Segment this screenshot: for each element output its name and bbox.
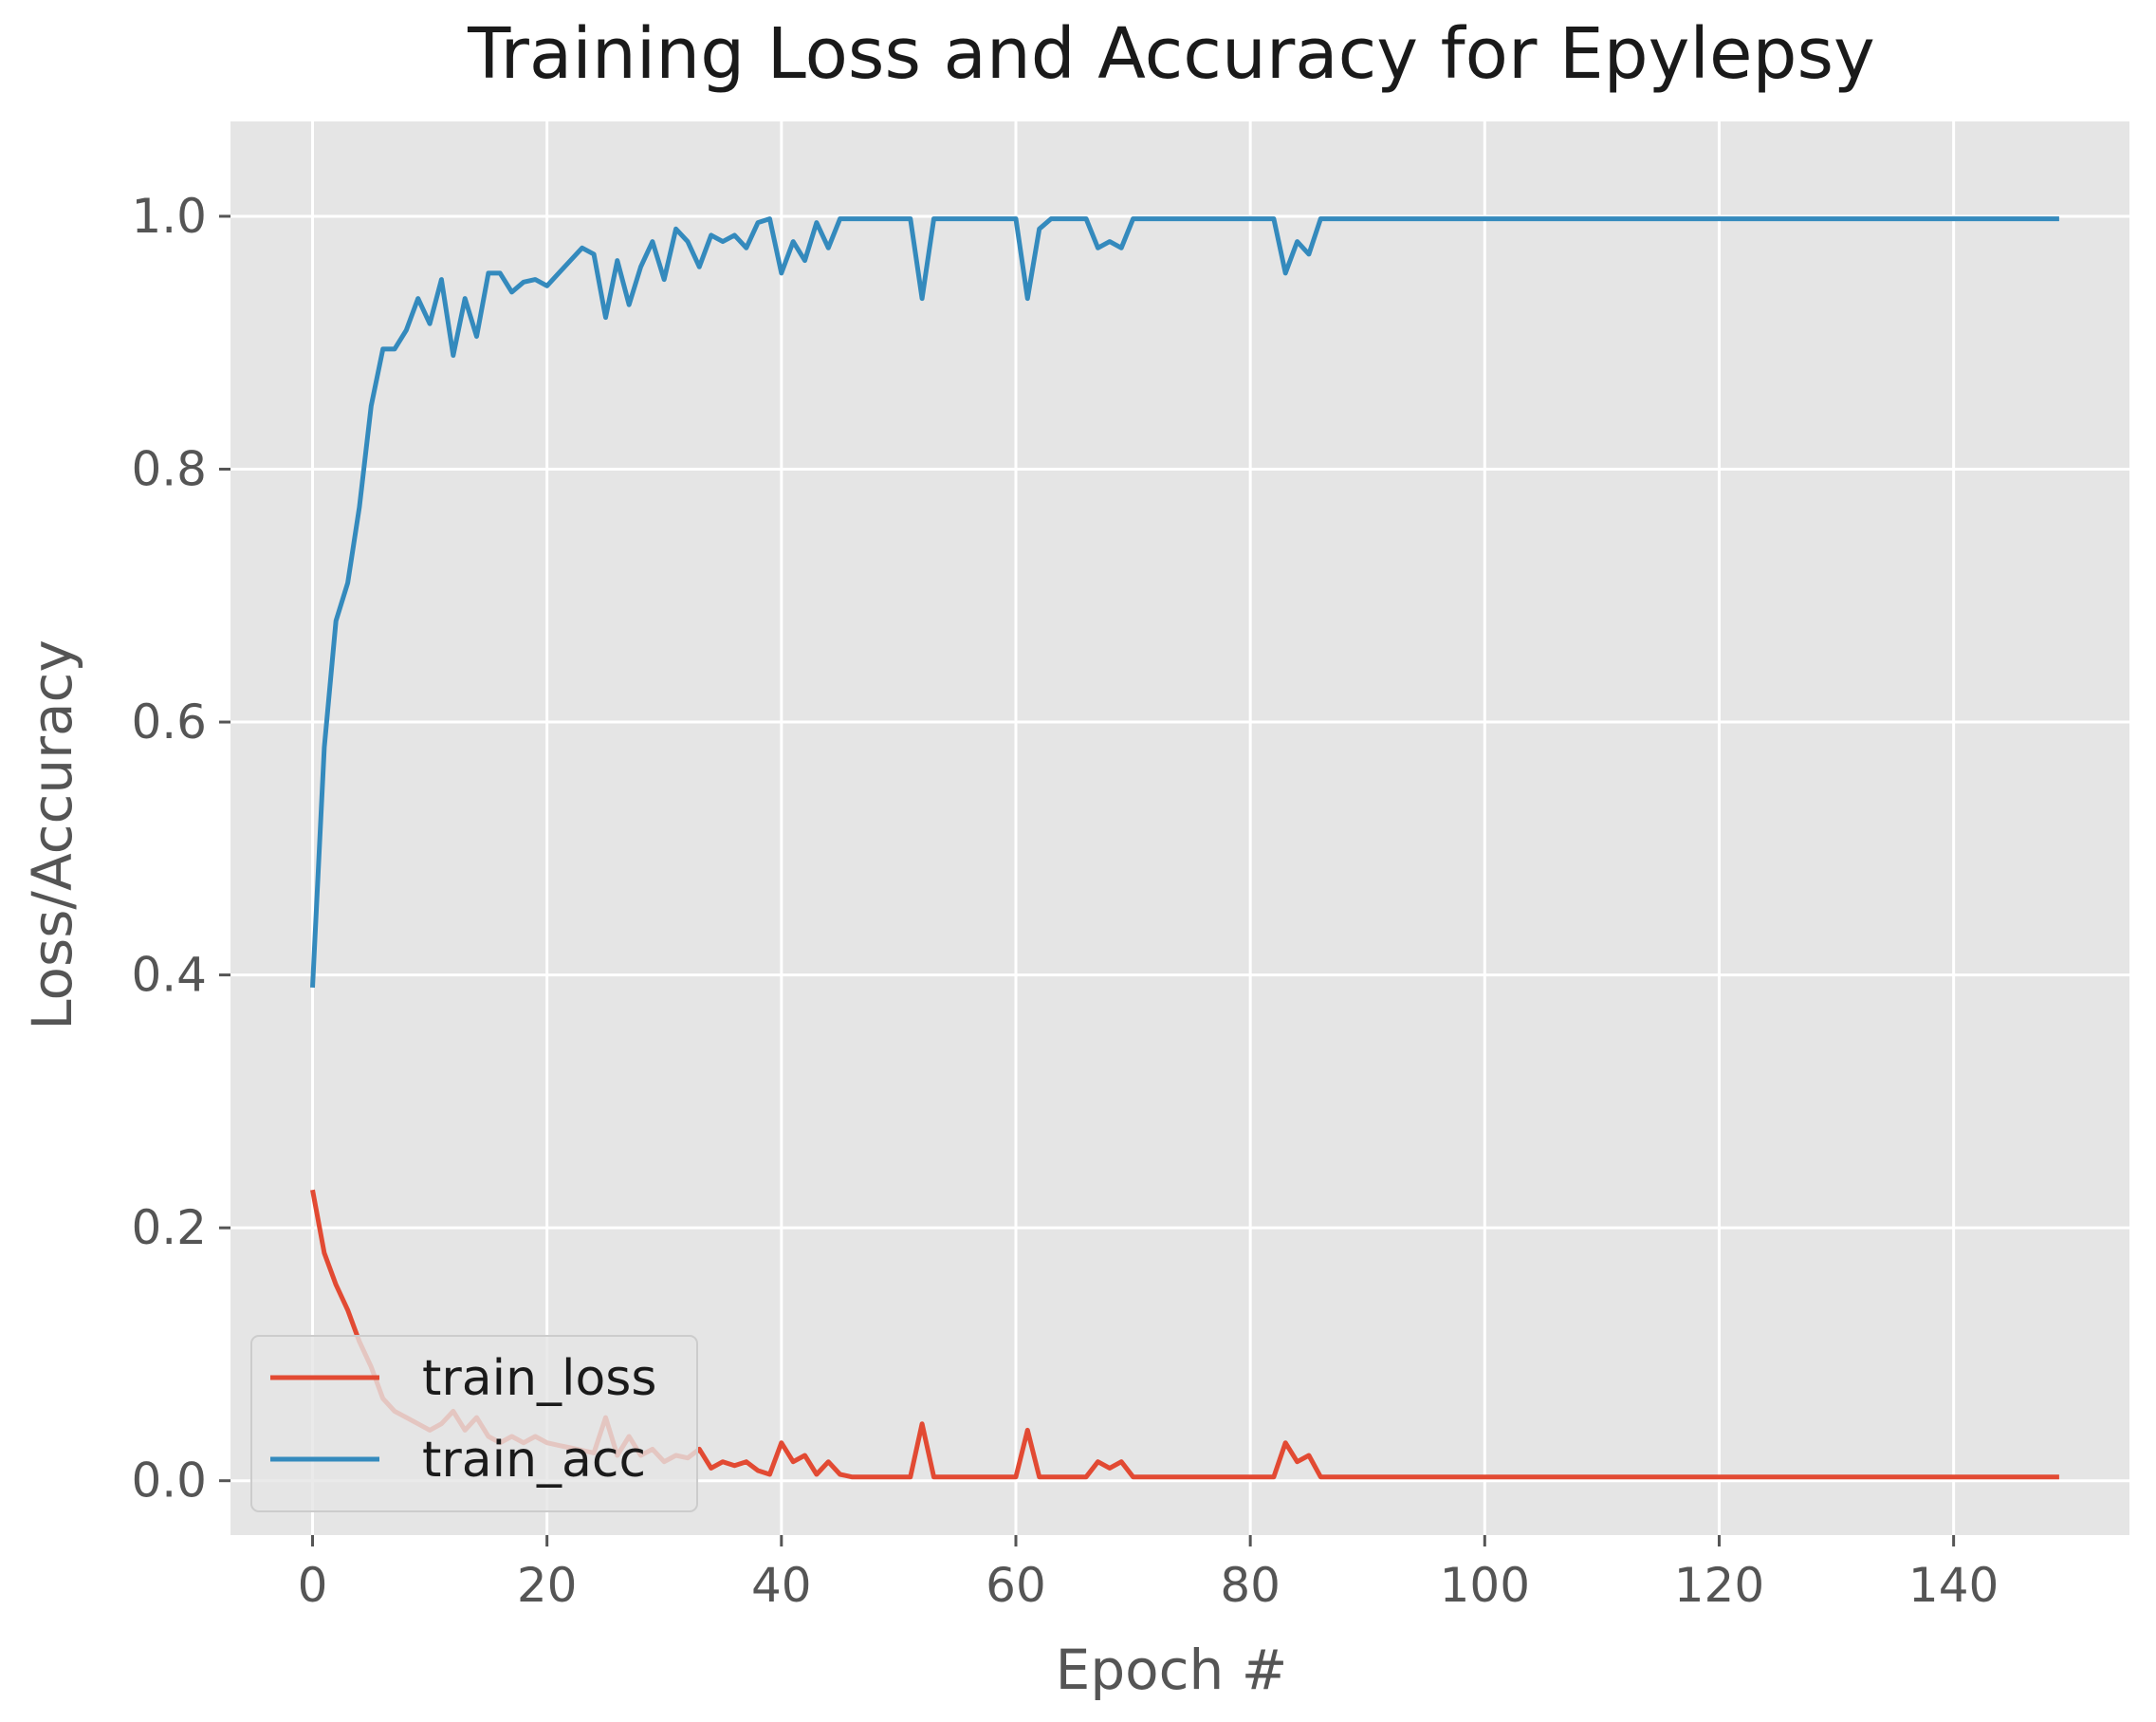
x-tick-label: 120: [1674, 1558, 1764, 1613]
x-tick-label: 60: [986, 1558, 1046, 1613]
x-tick-label: 0: [298, 1558, 328, 1613]
x-tick-label: 20: [517, 1558, 578, 1613]
x-tick-label: 40: [751, 1558, 812, 1613]
y-tick-label: 0.6: [131, 694, 207, 750]
axis-ticks: 0 20 40 60 80 100 120 140 0.0 0.2 0.4 0.6 0.8 1.0: [131, 189, 1999, 1613]
legend-label-train-loss: train_loss: [422, 1350, 656, 1407]
x-tick-label: 80: [1220, 1558, 1281, 1613]
x-tick-label: 100: [1440, 1558, 1530, 1613]
y-tick-label: 0.0: [131, 1454, 207, 1509]
y-tick-label: 0.4: [131, 948, 207, 1003]
legend: train_loss train_acc: [250, 1335, 698, 1512]
y-tick-label: 0.2: [131, 1200, 207, 1255]
series-line-train-acc: [310, 216, 2059, 989]
y-tick-label: 0.8: [131, 442, 207, 497]
x-axis-label: Epoch #: [1056, 1638, 1288, 1702]
plot-area: [230, 121, 2129, 1535]
y-tick-label: 1.0: [131, 189, 207, 244]
y-axis-label: Loss/Accuracy: [20, 639, 84, 1030]
legend-label-train-acc: train_acc: [422, 1432, 646, 1489]
chart-title: Training Loss and Accuracy for Epylepsy: [467, 13, 1875, 95]
x-tick-label: 140: [1908, 1558, 1999, 1613]
